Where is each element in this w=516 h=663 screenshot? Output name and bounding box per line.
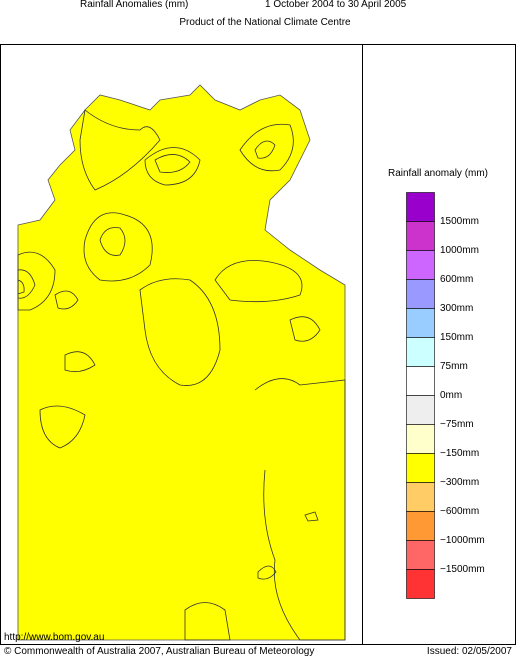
legend-label: −1500mm bbox=[440, 564, 485, 575]
legend: Rainfall anomaly (mm) 1500mm 1000mm 600mm 3… bbox=[388, 168, 488, 599]
legend-label: −75mm bbox=[440, 419, 474, 430]
legend-label: 300mm bbox=[440, 303, 473, 314]
legend-swatch bbox=[406, 366, 435, 396]
subtitle: Product of the National Climate Centre bbox=[179, 17, 351, 28]
legend-label: −600mm bbox=[440, 506, 479, 517]
legend-swatch bbox=[406, 453, 435, 483]
url: http://www.bom.gov.au bbox=[4, 632, 104, 643]
legend-swatch bbox=[406, 540, 435, 570]
legend-swatch bbox=[406, 482, 435, 512]
legend-swatch bbox=[406, 250, 435, 280]
legend-swatch bbox=[406, 337, 435, 367]
legend-swatch bbox=[406, 221, 435, 251]
legend-label: 75mm bbox=[440, 361, 468, 372]
legend-swatch bbox=[406, 279, 435, 309]
legend-label: 1000mm bbox=[440, 245, 479, 256]
legend-swatch bbox=[406, 192, 435, 222]
legend-label: −1000mm bbox=[440, 535, 485, 546]
period: 1 October 2004 to 30 April 2005 bbox=[265, 0, 407, 10]
map bbox=[17, 84, 346, 641]
legend-swatch bbox=[406, 569, 435, 599]
legend-title: Rainfall anomaly (mm) bbox=[388, 168, 488, 179]
legend-label: −300mm bbox=[440, 477, 479, 488]
legend-label: 1500mm bbox=[440, 216, 479, 227]
legend-label: 0mm bbox=[440, 390, 462, 401]
legend-swatch bbox=[406, 424, 435, 454]
copyright: © Commonwealth of Australia 2007, Austra… bbox=[4, 646, 314, 657]
title: Rainfall Anomalies (mm) bbox=[80, 0, 188, 10]
legend-label: 600mm bbox=[440, 274, 473, 285]
legend-label: 150mm bbox=[440, 332, 473, 343]
legend-swatch bbox=[406, 308, 435, 338]
legend-swatch bbox=[406, 395, 435, 425]
legend-swatch bbox=[406, 511, 435, 541]
legend-label: −150mm bbox=[440, 448, 479, 459]
issued: Issued: 02/05/2007 bbox=[427, 646, 513, 657]
